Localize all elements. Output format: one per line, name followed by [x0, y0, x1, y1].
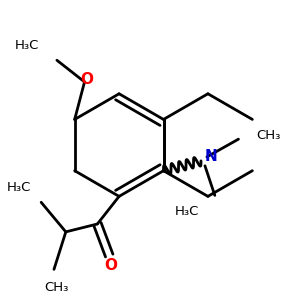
- Text: O: O: [80, 73, 93, 88]
- Text: CH₃: CH₃: [256, 129, 280, 142]
- Text: O: O: [105, 258, 118, 273]
- Text: H₃C: H₃C: [7, 182, 31, 194]
- Text: CH₃: CH₃: [44, 281, 68, 294]
- Text: N: N: [205, 149, 218, 164]
- Text: H₃C: H₃C: [15, 39, 39, 52]
- Text: H₃C: H₃C: [175, 205, 199, 218]
